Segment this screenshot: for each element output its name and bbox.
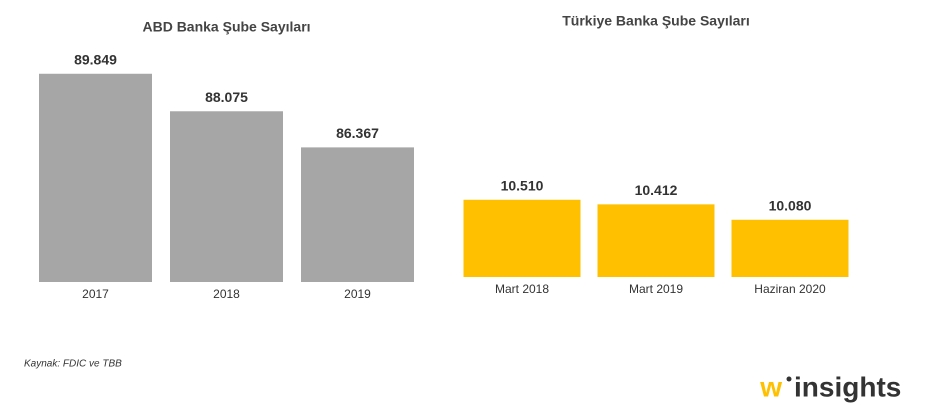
value-label: 10.080 <box>769 197 812 213</box>
bar <box>463 199 581 277</box>
x-tick-label: Mart 2018 <box>495 282 549 296</box>
bar <box>170 111 283 283</box>
source-note: Kaynak: FDIC ve TBB <box>24 359 122 370</box>
x-tick-label: 2017 <box>82 287 109 301</box>
bar <box>597 204 715 277</box>
value-label: 10.510 <box>501 177 544 193</box>
x-tick-label: 2018 <box>213 287 240 301</box>
value-label: 88.075 <box>205 89 248 105</box>
logo-text: insights <box>794 371 901 402</box>
logo-mark: w <box>759 371 782 402</box>
value-label: 10.412 <box>635 182 678 198</box>
bar <box>39 73 152 282</box>
logo-dot <box>786 376 792 382</box>
chart-title: Türkiye Banka Şube Sayıları <box>562 13 750 29</box>
value-label: 86.367 <box>336 125 379 141</box>
bar <box>301 147 414 282</box>
value-label: 89.849 <box>74 51 117 67</box>
x-tick-label: Haziran 2020 <box>754 282 826 296</box>
bar <box>731 219 849 277</box>
x-tick-label: Mart 2019 <box>629 282 683 296</box>
x-tick-label: 2019 <box>344 287 371 301</box>
chart-title: ABD Banka Şube Sayıları <box>142 19 310 35</box>
